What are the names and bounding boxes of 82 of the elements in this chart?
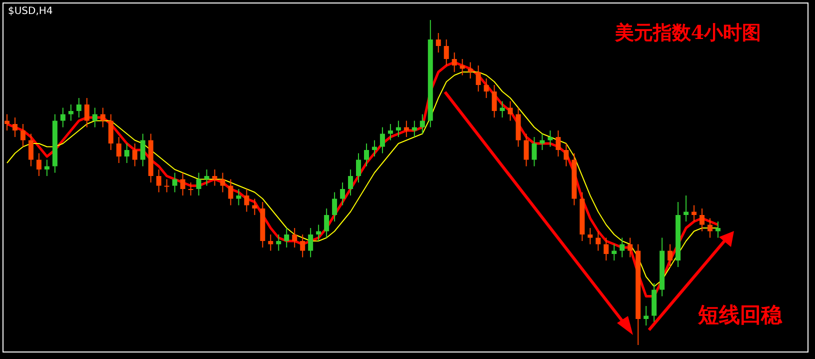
candlestick	[308, 228, 314, 258]
candlestick	[556, 130, 561, 157]
candlestick	[332, 192, 338, 222]
candlestick	[492, 84, 497, 118]
candlestick	[164, 178, 170, 193]
candlestick	[124, 143, 130, 164]
candlestick	[44, 159, 50, 176]
candlestick	[140, 133, 146, 167]
candlestick	[76, 98, 82, 118]
candlestick	[236, 188, 242, 206]
annotation: 短线回稳	[697, 302, 783, 327]
candlestick	[588, 228, 593, 245]
candlestick	[388, 124, 393, 141]
candlestick	[68, 104, 74, 122]
candlestick	[100, 107, 106, 128]
candlestick	[252, 198, 258, 216]
candlestick	[276, 234, 282, 252]
candlestick	[268, 234, 274, 252]
candlestick	[132, 143, 138, 167]
candlestick	[708, 218, 713, 238]
candlestick	[196, 172, 202, 196]
candlestick	[372, 140, 377, 157]
candlestick	[36, 152, 42, 176]
candlestick	[540, 133, 545, 150]
candlestick	[180, 172, 186, 196]
candlestick	[204, 169, 210, 186]
candlestick	[628, 237, 633, 258]
candlestick	[12, 117, 18, 138]
candlestick	[444, 39, 449, 66]
candlestick	[228, 178, 234, 206]
candlestick	[396, 120, 401, 138]
candlestick	[692, 204, 697, 222]
candlestick	[716, 221, 720, 238]
candlestick	[340, 182, 346, 206]
candlestick	[532, 136, 537, 167]
candlestick	[700, 208, 705, 232]
candlestick	[116, 136, 122, 164]
candlestick	[452, 52, 457, 72]
candlestick	[644, 306, 649, 326]
candlestick	[220, 172, 226, 193]
candlestick	[356, 152, 362, 183]
candlestick	[500, 100, 505, 118]
candlestick	[484, 78, 489, 98]
candlestick	[156, 169, 162, 193]
candlestick	[108, 114, 114, 150]
candlestick	[508, 100, 513, 122]
candlestick	[436, 32, 441, 53]
candlestick	[596, 230, 601, 252]
candlestick	[364, 143, 369, 167]
candlestick	[316, 224, 322, 242]
candlestick	[476, 65, 481, 92]
candlestick	[172, 172, 178, 193]
candlestick	[548, 130, 553, 148]
candlestick	[404, 120, 409, 138]
candlestick	[292, 228, 298, 248]
candlestick	[244, 188, 250, 212]
candlestick	[84, 98, 90, 128]
candlestick	[4, 114, 10, 131]
candlestick	[92, 107, 98, 128]
candlestick	[620, 237, 625, 258]
candlestick	[684, 195, 689, 222]
candlestick	[668, 244, 673, 268]
chart-title: 美元指数4小时图	[614, 22, 762, 44]
candlestick	[612, 244, 617, 261]
candlestick	[188, 182, 194, 196]
candlestick	[60, 107, 66, 128]
candlestick	[524, 133, 529, 167]
candlestick	[604, 237, 609, 261]
candlestick	[412, 120, 417, 138]
candlestick	[300, 234, 306, 258]
chart-subtitle: $USD,H4	[8, 6, 53, 17]
candlestick	[284, 228, 290, 248]
candlestick	[420, 114, 425, 134]
candlestick	[28, 133, 34, 167]
candlestick	[468, 62, 473, 79]
candlestick	[348, 169, 354, 196]
candlestick	[212, 169, 218, 186]
candlestick	[460, 58, 465, 76]
candlestick	[20, 124, 26, 148]
candlestick	[380, 126, 385, 154]
candlestick	[324, 208, 330, 238]
candlestick	[564, 143, 569, 167]
